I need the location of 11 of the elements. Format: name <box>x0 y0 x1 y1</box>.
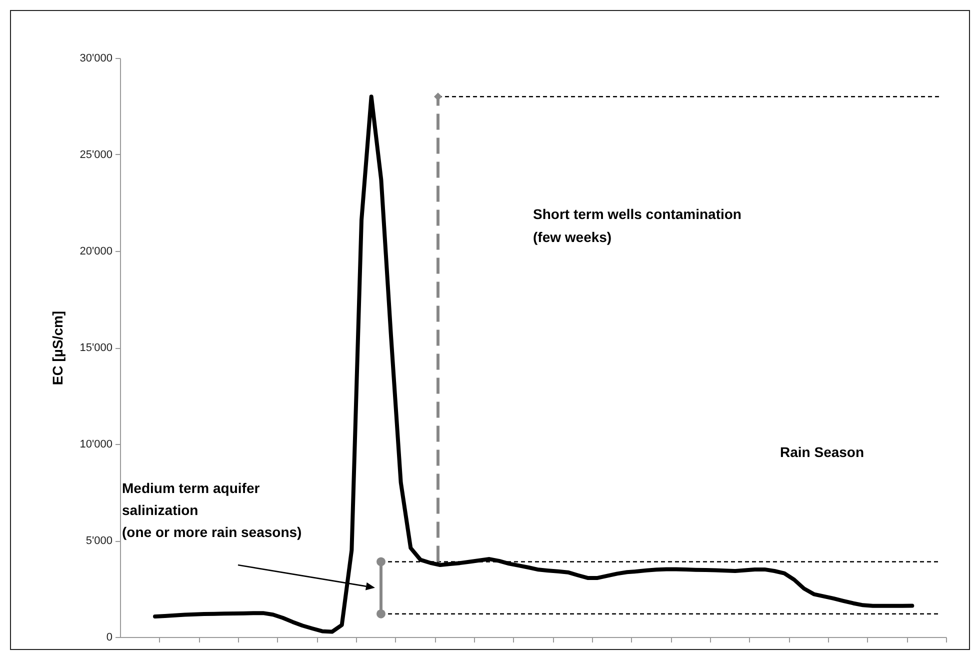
y-tick-label: 25'000 <box>80 149 112 161</box>
y-tick-label: 20'000 <box>80 246 112 258</box>
y-axis-title: EC [µS/cm] <box>50 310 66 386</box>
annotation: Medium term aquifer salinization (one or more rain seasons) <box>122 480 302 540</box>
y-tick-label: 30'000 <box>80 52 112 64</box>
annotation: Rain Season <box>780 444 864 460</box>
y-tick-label: 10'000 <box>80 438 112 450</box>
y-tick-label: 0 <box>106 632 112 644</box>
y-tick-label: 5'000 <box>86 535 112 547</box>
annotation: Short term wells contamination (few weeks) <box>533 206 742 245</box>
y-tick-label: 15'000 <box>80 342 112 354</box>
